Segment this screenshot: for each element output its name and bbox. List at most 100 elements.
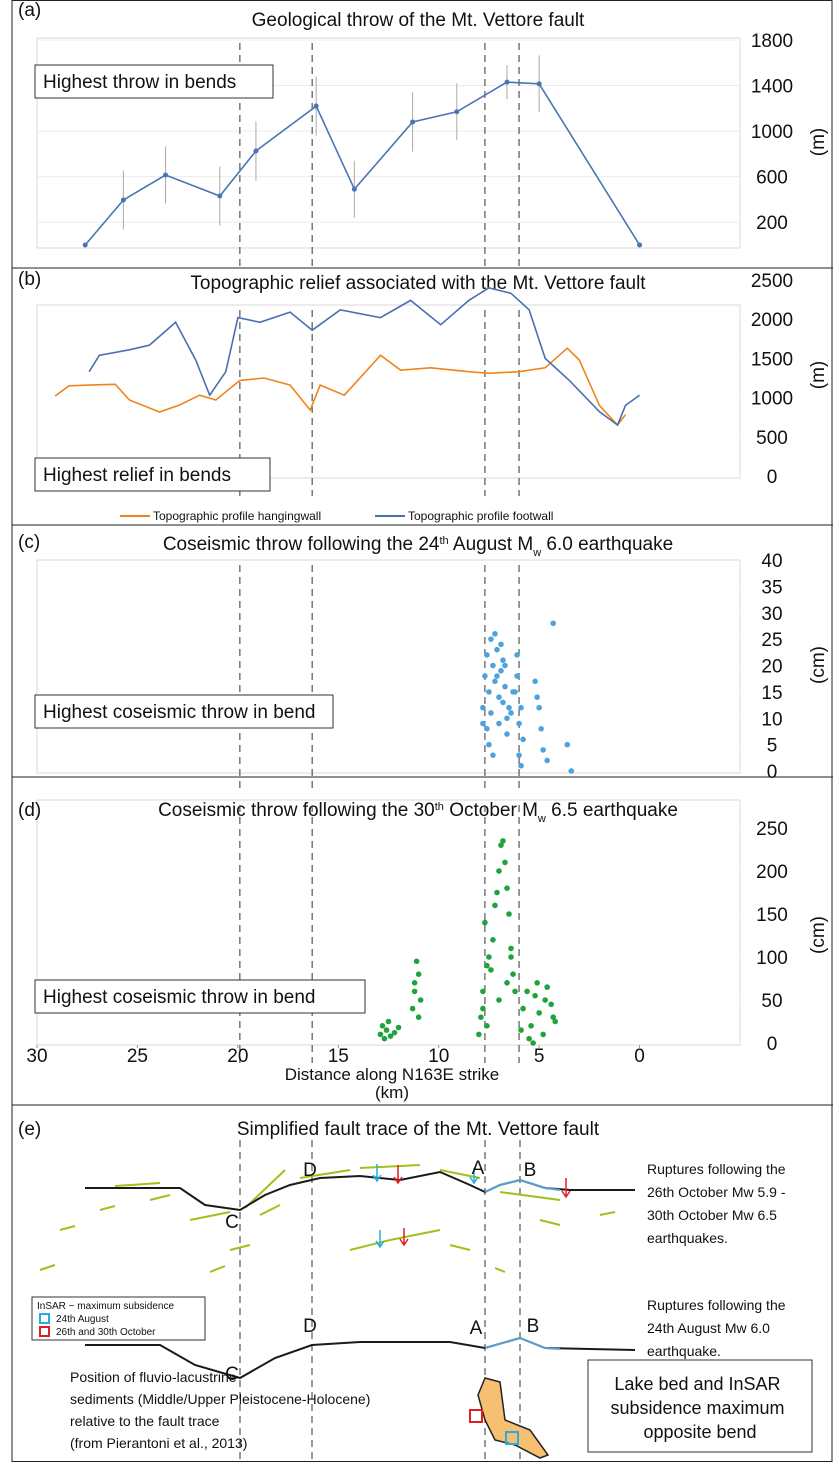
- point: [508, 710, 514, 716]
- insar-august: [505, 1431, 519, 1445]
- point: [514, 652, 520, 658]
- text-line: Position of fluvio-lacustrine: [70, 1369, 237, 1385]
- y-tick-label: 50: [761, 991, 782, 1012]
- point: [500, 838, 506, 844]
- rupture-fragments: [39, 1164, 616, 1273]
- point: [454, 109, 460, 115]
- point: [351, 186, 357, 192]
- annotation-box: [34, 694, 334, 729]
- annotation: Highest coseismic throw in bend: [43, 702, 315, 723]
- y-axis-label: (m): [808, 361, 829, 389]
- text-line: (from Pierantoni et al., 2013): [70, 1435, 247, 1451]
- point: [410, 119, 416, 125]
- title-part: Coseismic throw following the 30: [158, 800, 435, 821]
- point: [502, 683, 508, 690]
- point: [504, 79, 510, 85]
- point: [530, 1040, 536, 1046]
- panel-title: Geological throw of the Mt. Vettore faul…: [252, 10, 585, 31]
- site-label: A: [470, 1318, 483, 1339]
- point: [544, 984, 550, 990]
- legend-swatch: [39, 1313, 50, 1324]
- y-tick-label: 2000: [751, 310, 793, 331]
- point: [500, 699, 506, 706]
- point: [163, 172, 169, 178]
- y-tick-label: 1500: [751, 349, 793, 370]
- point: [492, 678, 498, 685]
- point: [500, 657, 506, 664]
- legend-label: Topographic profile hangingwall: [153, 509, 321, 523]
- point: [253, 148, 259, 154]
- point: [383, 1027, 390, 1033]
- panel-title: Simplified fault trace of the Mt. Vettor…: [237, 1119, 600, 1140]
- point: [550, 620, 557, 627]
- point: [486, 689, 492, 695]
- point: [514, 673, 520, 679]
- caption-line: Ruptures following the: [647, 1161, 786, 1177]
- point: [494, 673, 500, 679]
- arrows: [372, 1164, 571, 1249]
- point: [480, 704, 486, 711]
- point: [510, 971, 516, 977]
- site-label: B: [527, 1316, 540, 1337]
- fault-trace-panel: (e) Simplified fault trace of the Mt. Ve…: [18, 1119, 813, 1460]
- site-label: C: [225, 1364, 239, 1385]
- point: [486, 741, 492, 748]
- point: [379, 1023, 386, 1029]
- annotation-box: [34, 979, 366, 1014]
- plot-frame: [36, 799, 741, 1046]
- caption-line: 30th October Mw 6.5: [647, 1207, 777, 1223]
- point: [411, 988, 418, 995]
- point: [478, 1014, 484, 1020]
- point: [482, 919, 488, 926]
- point: [508, 954, 514, 960]
- legend-swatch: [39, 1326, 50, 1337]
- point: [490, 937, 496, 943]
- point: [504, 731, 510, 737]
- point: [498, 667, 504, 674]
- point: [534, 980, 540, 986]
- point: [538, 726, 544, 732]
- point: [496, 694, 502, 700]
- y-tick-label: 20: [761, 657, 782, 678]
- point: [506, 911, 512, 917]
- rupture-highlight: [484, 1178, 561, 1193]
- point: [502, 662, 508, 669]
- y-axis-label: (cm): [808, 646, 829, 684]
- y-tick-label: 150: [756, 905, 788, 926]
- legend-box: [31, 1296, 206, 1341]
- panel-title: Coseismic throw following the 24th Augus…: [163, 534, 673, 559]
- legend-label: Topographic profile footwall: [408, 509, 553, 523]
- point: [496, 868, 502, 874]
- panel-label: (b): [18, 269, 41, 290]
- panel-label: (d): [18, 800, 41, 821]
- site-label: A: [472, 1158, 485, 1179]
- point: [313, 103, 319, 109]
- point: [480, 1005, 486, 1012]
- point: [498, 641, 504, 648]
- point: [526, 1035, 532, 1042]
- note-box: [587, 1359, 813, 1453]
- y-tick-label: 40: [761, 551, 782, 572]
- y-tick-label: 10: [761, 709, 782, 730]
- x-axis-unit: (km): [375, 1083, 409, 1102]
- annotation: Highest throw in bends: [43, 72, 236, 93]
- point: [542, 997, 548, 1003]
- point: [476, 1031, 482, 1038]
- x-tick-label: 20: [227, 1046, 248, 1067]
- series-line: [88, 286, 641, 427]
- panel-title: Topographic relief associated with the M…: [190, 273, 646, 294]
- caption-line: earthquakes.: [647, 1230, 728, 1246]
- title-part: 6.5 earthquake: [546, 800, 678, 821]
- plot-frame: [36, 37, 741, 249]
- x-axis-label: Distance along N163E strike: [285, 1065, 500, 1084]
- x-tick-label: 25: [127, 1046, 148, 1067]
- y-tick-label: 0: [767, 467, 778, 488]
- legend-label: 24th August: [56, 1314, 109, 1325]
- y-tick-label: 2500: [751, 271, 793, 292]
- point: [381, 1035, 388, 1042]
- point: [488, 710, 494, 716]
- point: [534, 694, 540, 700]
- point: [510, 689, 516, 695]
- point: [508, 945, 514, 952]
- chart-panel: (b) Topographic relief associated with th…: [18, 269, 829, 523]
